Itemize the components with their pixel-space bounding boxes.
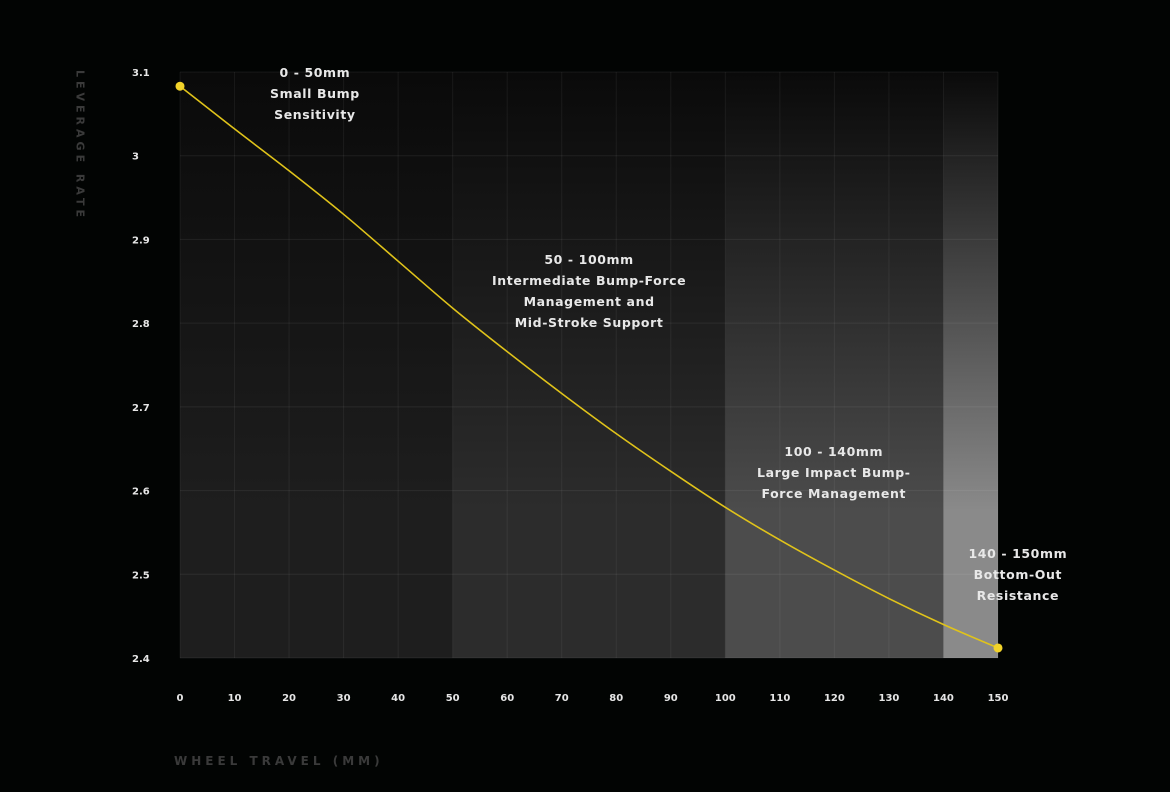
zone-label-large-impact: 100 - 140mm Large Impact Bump- Force Man… xyxy=(757,441,911,504)
x-tick-label: 90 xyxy=(664,693,678,704)
x-tick-label: 50 xyxy=(446,693,460,704)
zone-label-line: Large Impact Bump- xyxy=(757,465,911,480)
endpoint-marker xyxy=(175,81,185,91)
zone-label-line: 0 - 50mm xyxy=(279,65,351,80)
zone-label-line: 100 - 140mm xyxy=(784,444,884,459)
x-tick-label: 130 xyxy=(878,693,899,704)
zone-label-line: Force Management xyxy=(761,486,907,501)
x-tick-label: 30 xyxy=(337,693,351,704)
y-tick-label: 2.7 xyxy=(132,403,150,414)
x-tick-label: 140 xyxy=(933,693,954,704)
zone-label-line: Bottom-Out xyxy=(973,567,1063,582)
x-axis-ticks: 0 10 20 30 40 50 60 70 80 90 100 110 120 130 140 150 xyxy=(177,693,1009,704)
y-tick-label: 3.1 xyxy=(132,68,150,79)
zone-label-line: Intermediate Bump-Force xyxy=(492,273,687,288)
y-tick-label: 2.4 xyxy=(132,654,150,665)
x-axis-label: WHEEL TRAVEL (MM) xyxy=(174,754,384,768)
y-axis-ticks: 2.4 2.5 2.6 2.7 2.8 2.9 3 3.1 xyxy=(132,68,150,665)
zone-label-bottom-out: 140 - 150mm Bottom-Out Resistance xyxy=(969,543,1068,606)
zone-label-line: Resistance xyxy=(976,588,1060,603)
x-tick-label: 150 xyxy=(988,693,1009,704)
y-tick-label: 2.5 xyxy=(132,570,150,581)
x-tick-label: 70 xyxy=(555,693,569,704)
x-tick-label: 60 xyxy=(500,693,514,704)
leverage-rate-line xyxy=(179,85,999,649)
y-axis-label: LEVERAGE RATE xyxy=(73,70,87,222)
zone-fade-overlay xyxy=(180,72,998,658)
x-tick-label: 120 xyxy=(824,693,845,704)
zone-label-line: Mid-Stroke Support xyxy=(514,315,664,330)
zone-label-intermediate: 50 - 100mm Intermediate Bump-Force Manag… xyxy=(492,249,686,333)
x-tick-label: 100 xyxy=(715,693,736,704)
x-tick-label: 0 xyxy=(177,693,184,704)
x-tick-label: 80 xyxy=(609,693,623,704)
grid-layer xyxy=(179,71,999,659)
zone-label-line: Management and xyxy=(523,294,655,309)
x-tick-label: 40 xyxy=(391,693,405,704)
y-tick-label: 2.8 xyxy=(132,319,150,330)
x-tick-label: 20 xyxy=(282,693,296,704)
zone-label-line: 50 - 100mm xyxy=(544,252,634,267)
series-layer xyxy=(175,81,1003,653)
x-tick-label: 110 xyxy=(769,693,790,704)
y-tick-label: 3 xyxy=(132,152,139,163)
zone-label-line: Sensitivity xyxy=(274,107,356,122)
zone-label-line: Small Bump xyxy=(270,86,360,101)
zone-label-small-bump: 0 - 50mm Small Bump Sensitivity xyxy=(270,62,360,125)
x-tick-label: 10 xyxy=(228,693,242,704)
zone-label-line: 140 - 150mm xyxy=(968,546,1068,561)
y-tick-label: 2.9 xyxy=(132,235,150,246)
endpoint-marker xyxy=(993,643,1003,653)
y-tick-label: 2.6 xyxy=(132,487,150,498)
